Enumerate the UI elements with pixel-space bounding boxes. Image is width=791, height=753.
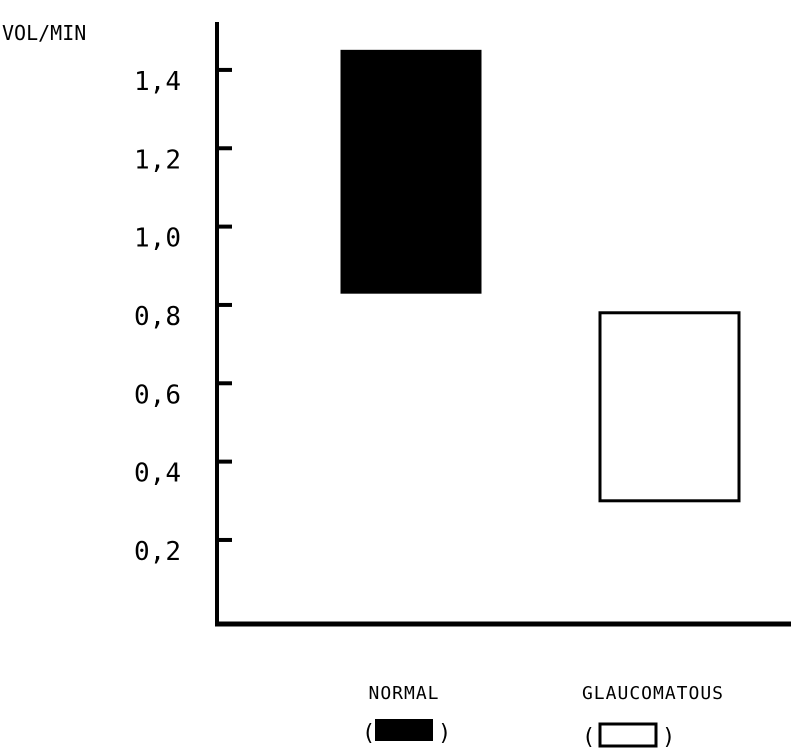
bar-glaucomatous [598, 311, 741, 503]
bar-normal [340, 49, 482, 294]
y-tick-label: 1,0 [134, 224, 181, 254]
legend-label-glaucomatous: GLAUCOMATOUS [582, 683, 724, 704]
legend-swatch-normal [375, 719, 433, 741]
legend: NORMAL ( ) GLAUCOMATOUS ( ) [362, 683, 724, 750]
y-tick-label: 0,8 [134, 302, 181, 332]
y-axis-label: VOL/MIN [2, 21, 86, 45]
legend-paren-close-normal: ) [438, 721, 451, 746]
y-ticks: 0,2 0,4 0,6 0,8 1,0 1,2 1,4 [134, 67, 232, 567]
legend-paren-close-glaucomatous: ) [662, 725, 675, 750]
bars [340, 49, 741, 503]
legend-item-glaucomatous: ( ) [582, 722, 675, 750]
y-tick-label: 0,4 [134, 459, 181, 489]
y-tick-label: 1,4 [134, 67, 181, 97]
y-tick-label: 1,2 [134, 145, 181, 175]
legend-swatch-glaucomatous [598, 722, 658, 748]
legend-label-normal: NORMAL [368, 683, 439, 704]
legend-paren-open-glaucomatous: ( [582, 725, 595, 750]
y-tick-label: 0,2 [134, 537, 181, 567]
legend-paren-open-normal: ( [362, 721, 375, 746]
y-tick-label: 0,6 [134, 380, 181, 410]
legend-item-normal: ( ) [362, 719, 451, 746]
